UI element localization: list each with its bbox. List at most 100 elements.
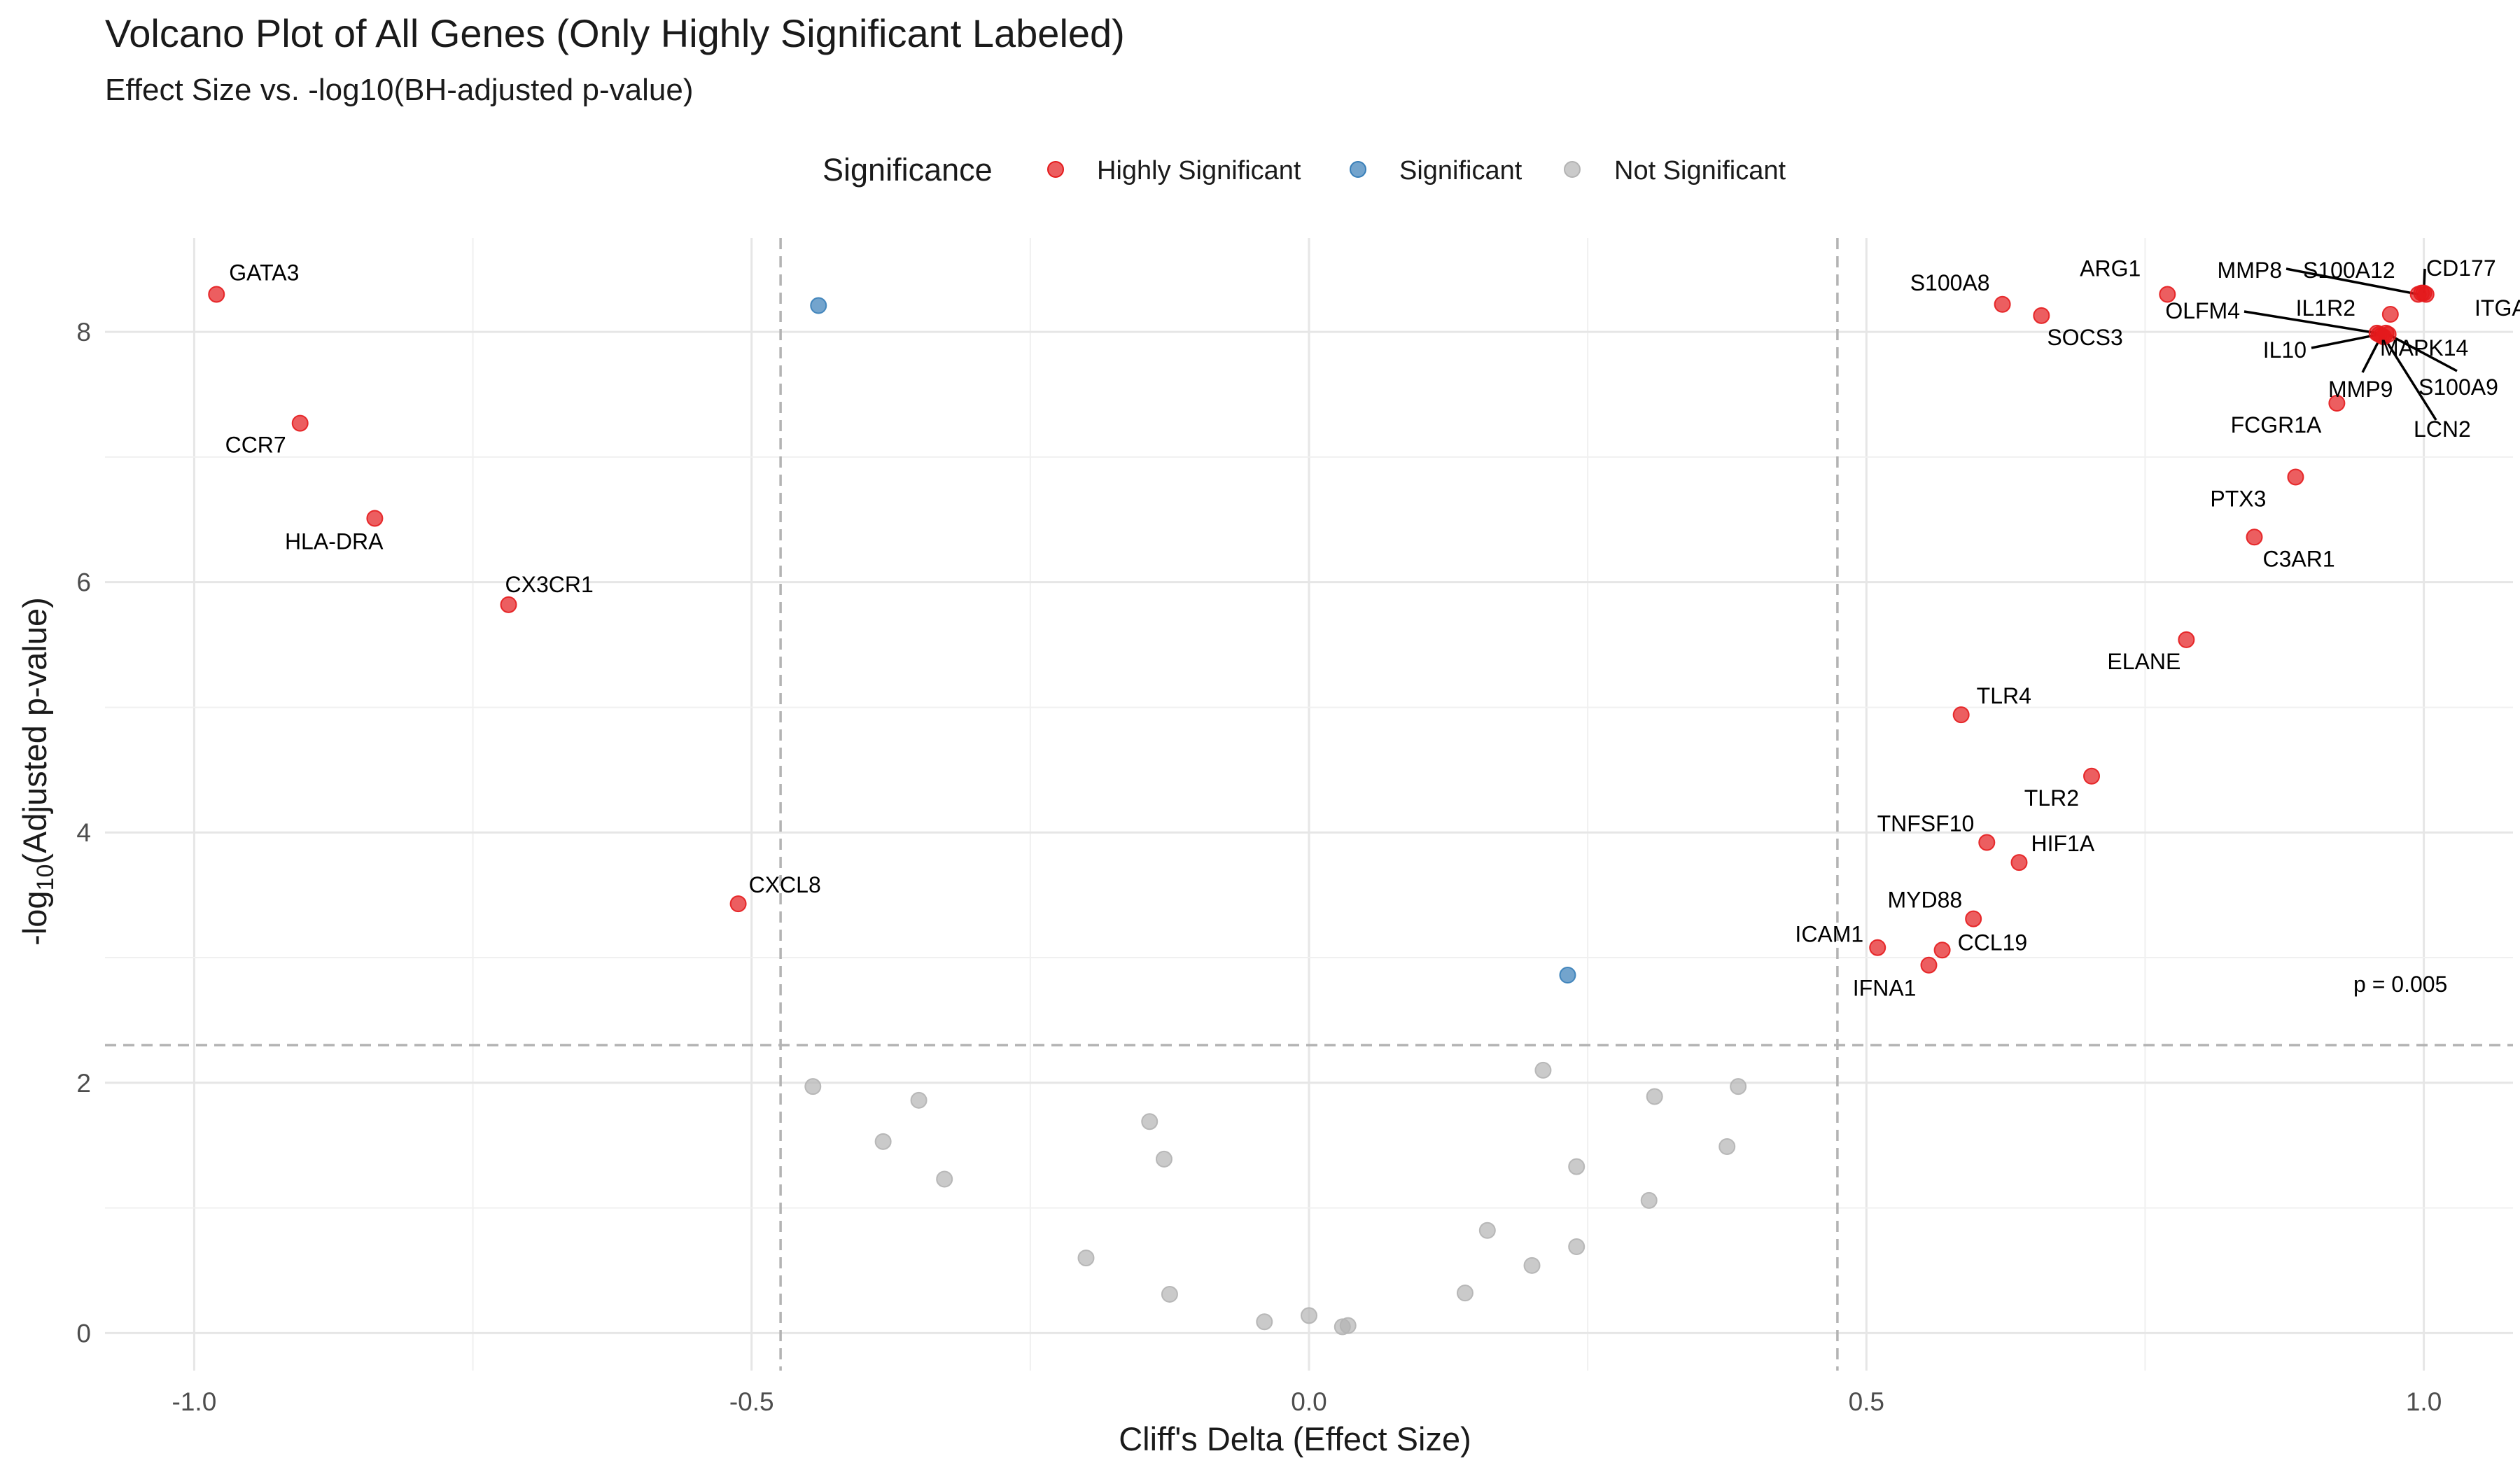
legend-label-highly-significant: Highly Significant [1097,156,1301,186]
point-label-s100a12: S100A12 [2303,258,2395,283]
legend-key-significant [1350,161,1366,178]
leader-line-olfm4 [2244,310,2377,335]
point-not-significant [1523,1256,1541,1274]
point-cx3cr1 [500,596,517,613]
legend-key-highly-significant [1047,161,1064,178]
point-not-significant [1256,1313,1273,1331]
point-label-elane: ELANE [2107,649,2180,674]
point-not-significant [1640,1191,1658,1209]
axes: -1.0 -0.5 0.0 0.5 1.0 0 2 4 6 8 [76,318,2442,1416]
legend-title: Significance [822,152,993,188]
point-ccl19 [1933,941,1951,959]
threshold-lines [105,238,2513,1371]
point-label-hif1a: HIF1A [2031,831,2094,856]
leader-line-s100a9 [2387,333,2458,372]
point-label-ptx3: PTX3 [2210,486,2266,511]
point-hla-dra [366,510,384,527]
point-s100a8 [1994,295,2011,313]
point-myd88 [1965,910,1982,927]
legend-key-not-significant [1564,161,1581,178]
y-tick-label: 4 [76,818,91,847]
x-tick-label: -1.0 [172,1387,217,1416]
x-tick-label: 0.5 [1849,1387,1884,1416]
chart-subtitle: Effect Size vs. -log10(BH-adjusted p-val… [105,73,693,107]
x-tick-label: 1.0 [2406,1387,2442,1416]
point-not-significant [874,1133,892,1150]
point-significant [810,297,827,314]
point-label-lcn2: LCN2 [2414,416,2471,442]
point-not-significant [1534,1061,1552,1079]
chart-title: Volcano Plot of All Genes (Only Highly S… [105,11,1125,55]
point-tlr2 [2083,767,2100,785]
point-label-fcgr1a: FCGR1A [2231,412,2322,438]
leader-line-il10 [2311,332,2380,349]
point-label-cxcl8: CXCL8 [749,872,821,897]
point-label-tnfsf10: TNFSF10 [1877,811,1975,836]
point-not-significant [1141,1113,1158,1130]
point-label-il10: IL10 [2263,337,2306,363]
point-label-cx3cr1: CX3CR1 [505,572,594,597]
point-labels: GATA3 CCR7 HLA-DRA CX3CR1 CXCL8 S100A8 SOCS3 AR… [225,255,2520,1001]
legend-label-significant: Significant [1399,156,1522,186]
point-not-significant [910,1091,927,1109]
y-tick-label: 6 [76,568,91,597]
y-tick-label: 8 [76,318,91,346]
point-label-gata3: GATA3 [229,260,299,285]
y-tick-label: 2 [76,1069,91,1098]
point-not-significant [936,1170,953,1188]
point-label-myd88: MYD88 [1887,888,1962,913]
point-label-mapk14: MAPK14 [2380,335,2468,360]
point-label-il1r2: IL1R2 [2296,295,2356,321]
point-not-significant [1339,1317,1357,1334]
point-label-c3ar1: C3AR1 [2263,546,2335,571]
point-not-significant [1456,1284,1474,1302]
y-axis-title-prefix: -log [16,890,53,945]
point-tlr4 [1952,706,1970,724]
x-tick-label: -0.5 [729,1387,774,1416]
point-gata3 [208,286,225,303]
point-tnfsf10 [1978,834,1996,851]
point-label-olfm4: OLFM4 [2165,298,2240,323]
legend: Significance Highly Significant Signific… [822,152,1786,188]
y-axis-title-suffix: (Adjusted p-value) [16,597,53,864]
point-c3ar1 [2246,528,2263,546]
point-label-cd177: CD177 [2426,255,2496,281]
label-leader-lines [2244,267,2458,421]
point-label-icam1: ICAM1 [1795,922,1863,947]
point-not-significant [804,1078,822,1096]
leader-line-lcn2 [2382,336,2437,421]
point-icam1 [1869,939,1886,956]
point-not-significant [1646,1088,1663,1105]
y-axis-title: -log10(Adjusted p-value) [16,597,59,946]
point-il1r2 [2381,306,2399,323]
point-not-significant [1568,1158,1586,1175]
point-label-ccr7: CCR7 [225,433,286,458]
point-label-itgam: ITGAM [2474,295,2520,321]
point-label-s100a8: S100A8 [1910,270,1990,295]
leader-line-mmp8 [2286,267,2418,296]
point-not-significant [1730,1078,1747,1096]
point-lcn2 [2375,328,2393,346]
data-points [208,284,2435,1336]
point-cxcl8 [729,895,747,913]
point-label-mmp9: MMP9 [2328,377,2393,402]
point-hif1a [2010,854,2028,872]
point-ptx3 [2287,468,2304,486]
point-label-ccl19: CCL19 [1958,930,2028,955]
point-ifna1 [1920,956,1938,974]
point-label-socs3: SOCS3 [2047,325,2122,350]
point-label-tlr4: TLR4 [1977,683,2031,708]
threshold-annotation: p = 0.005 [2353,972,2447,997]
point-not-significant [1161,1285,1178,1303]
point-elane [2178,631,2195,648]
point-label-mmp8: MMP8 [2218,258,2282,283]
point-not-significant [1077,1250,1095,1267]
grid [105,238,2513,1371]
point-significant [1559,967,1576,984]
y-axis-title-subscript: 10 [32,864,59,891]
point-label-tlr2: TLR2 [2024,785,2079,811]
x-axis-title: Cliff's Delta (Effect Size) [1119,1420,1471,1457]
point-label-hla-dra: HLA-DRA [285,528,384,554]
point-fcgr1a [2328,394,2346,412]
